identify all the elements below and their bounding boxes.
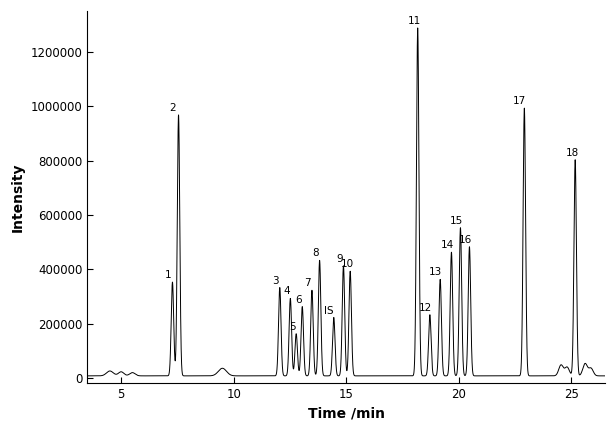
Text: 3: 3 (272, 276, 278, 286)
X-axis label: Time /min: Time /min (307, 407, 384, 421)
Text: 8: 8 (312, 248, 318, 258)
Text: 7: 7 (304, 278, 311, 288)
Text: 4: 4 (283, 286, 290, 296)
Text: 1: 1 (165, 270, 172, 280)
Text: 5: 5 (289, 322, 296, 332)
Y-axis label: Intensity: Intensity (11, 162, 25, 232)
Text: 16: 16 (459, 235, 472, 245)
Text: 2: 2 (169, 103, 176, 113)
Text: 15: 15 (450, 216, 463, 226)
Text: 18: 18 (565, 148, 579, 158)
Text: 9: 9 (336, 254, 343, 264)
Text: 10: 10 (341, 259, 354, 269)
Text: 11: 11 (408, 16, 421, 26)
Text: 14: 14 (441, 240, 454, 250)
Text: 13: 13 (429, 267, 442, 277)
Text: 6: 6 (295, 295, 302, 305)
Text: 17: 17 (513, 96, 527, 106)
Text: IS: IS (325, 305, 334, 315)
Text: 12: 12 (419, 303, 432, 313)
